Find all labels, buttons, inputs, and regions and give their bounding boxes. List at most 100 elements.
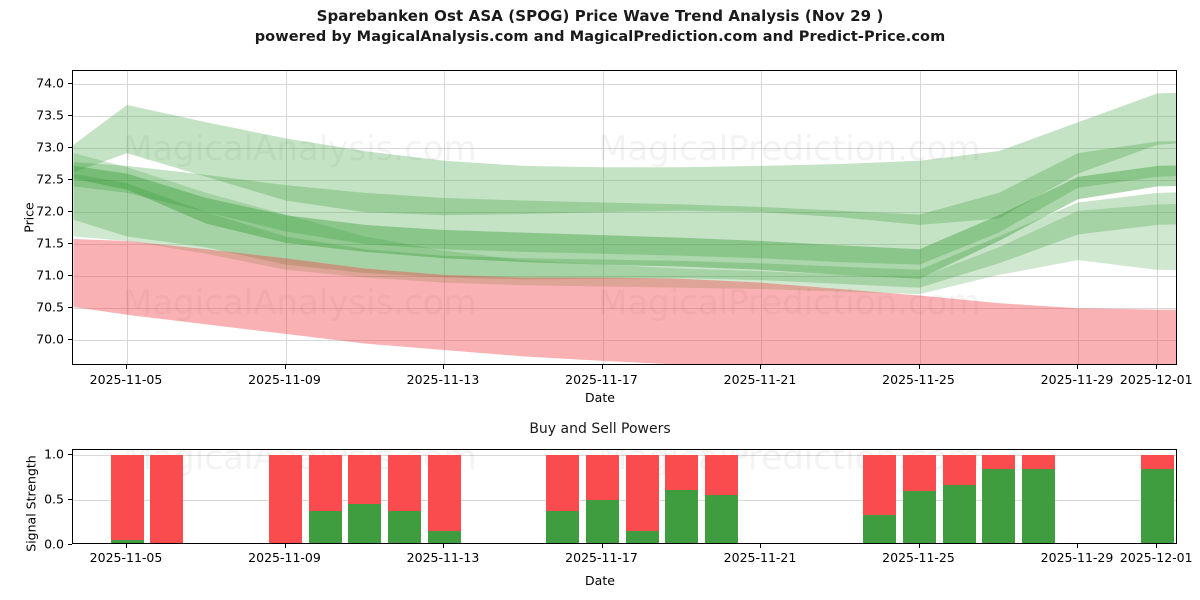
gridline-horizontal bbox=[73, 244, 1176, 246]
y-tick-label: 74.0 bbox=[36, 75, 64, 91]
signal-bar bbox=[942, 454, 976, 543]
sell-power-segment bbox=[942, 454, 976, 486]
buy-sell-powers-x-axis-label: Date bbox=[585, 573, 615, 588]
y-tick-mark bbox=[68, 307, 72, 309]
y-tick-mark bbox=[68, 146, 72, 148]
price-wave-y-axis-label: Price bbox=[21, 202, 37, 233]
sell-power-segment bbox=[665, 454, 699, 490]
signal-bar bbox=[546, 454, 580, 543]
price-wave-bands bbox=[73, 92, 1176, 364]
buy-sell-powers-title: Buy and Sell Powers bbox=[529, 421, 671, 437]
gridline-horizontal bbox=[73, 115, 1176, 117]
y-tick-label: 72.5 bbox=[36, 171, 64, 187]
sell-power-segment bbox=[863, 454, 897, 516]
y-tick-mark bbox=[68, 82, 72, 84]
y-tick-label: 0.0 bbox=[44, 536, 64, 552]
x-tick-mark bbox=[284, 365, 286, 369]
x-tick-label: 2025-11-17 bbox=[565, 550, 638, 565]
x-tick-mark bbox=[601, 365, 603, 369]
x-tick-label: 2025-11-21 bbox=[723, 372, 797, 387]
y-tick-mark bbox=[68, 179, 72, 181]
green-band-upper-mid bbox=[73, 141, 1176, 265]
signal-bar bbox=[308, 454, 342, 543]
y-tick-mark bbox=[68, 114, 72, 116]
gridline-horizontal bbox=[73, 212, 1176, 214]
signal-bar bbox=[1140, 454, 1174, 543]
signal-bar bbox=[625, 454, 659, 543]
y-tick-label: 72.0 bbox=[36, 203, 64, 219]
y-tick-label: 0.5 bbox=[44, 491, 64, 507]
green-band-outer-lower bbox=[73, 153, 1176, 295]
x-tick-label: 2025-11-13 bbox=[406, 372, 480, 387]
buy-sell-powers-y-axis-label: Signal Strength bbox=[23, 455, 39, 552]
x-tick-label: 2025-11-25 bbox=[882, 550, 955, 565]
x-tick-mark bbox=[1156, 544, 1158, 548]
buy-power-segment bbox=[387, 510, 421, 543]
x-tick-label: 2025-11-05 bbox=[89, 550, 163, 565]
page-title: Sparebanken Ost ASA (SPOG) Price Wave Tr… bbox=[316, 7, 884, 25]
gridline-horizontal bbox=[73, 147, 1176, 149]
y-tick-mark bbox=[68, 544, 72, 545]
gridline-vertical bbox=[761, 71, 762, 364]
x-tick-mark bbox=[443, 365, 444, 369]
buy-power-segment bbox=[348, 504, 382, 543]
buy-power-segment bbox=[1140, 469, 1174, 543]
gridline-vertical bbox=[1157, 71, 1159, 364]
y-tick-label: 70.5 bbox=[36, 299, 64, 315]
sell-power-segment bbox=[387, 454, 421, 511]
gridline-vertical bbox=[602, 71, 604, 364]
signal-bar bbox=[704, 454, 738, 543]
buy-power-segment bbox=[903, 490, 936, 543]
gridline-vertical bbox=[919, 71, 921, 364]
green-band-lower-mid bbox=[73, 173, 1176, 288]
buy-power-segment bbox=[863, 515, 897, 543]
y-tick-mark bbox=[68, 211, 72, 213]
gridline-vertical bbox=[127, 71, 128, 364]
buy-power-segment bbox=[665, 489, 699, 543]
buy-power-segment bbox=[427, 530, 461, 543]
buy-power-segment bbox=[546, 510, 580, 543]
sell-power-segment bbox=[427, 454, 461, 531]
sell-power-segment bbox=[150, 454, 184, 543]
x-tick-mark bbox=[1077, 365, 1078, 369]
gridline-horizontal bbox=[73, 454, 1176, 456]
y-tick-mark bbox=[68, 453, 72, 455]
price-wave-plot-area: MagicalAnalysis.com MagicalPrediction.co… bbox=[72, 70, 1177, 365]
gridline-horizontal bbox=[73, 499, 1176, 501]
signal-bar bbox=[269, 454, 302, 543]
signal-bar bbox=[982, 454, 1016, 543]
x-tick-label: 2025-11-21 bbox=[723, 550, 797, 565]
sell-power-segment bbox=[1021, 454, 1055, 469]
red-band-support bbox=[73, 239, 1176, 364]
signal-bar bbox=[427, 454, 461, 543]
x-tick-label: 2025-11-29 bbox=[1040, 372, 1114, 387]
x-tick-label: 2025-11-25 bbox=[882, 372, 955, 387]
sell-power-segment bbox=[546, 454, 580, 511]
y-tick-label: 70.0 bbox=[36, 331, 64, 347]
buy-power-segment bbox=[1021, 469, 1055, 543]
chart-title-block: Sparebanken Ost ASA (SPOG) Price Wave Tr… bbox=[0, 6, 1200, 48]
sell-power-segment bbox=[269, 454, 302, 543]
signal-bar bbox=[387, 454, 421, 543]
sell-power-segment bbox=[586, 454, 619, 500]
sell-power-segment bbox=[625, 454, 659, 531]
y-tick-mark bbox=[68, 275, 72, 277]
sell-power-segment bbox=[308, 454, 342, 511]
y-tick-mark bbox=[68, 339, 72, 341]
buy-power-segment bbox=[625, 530, 659, 543]
y-tick-label: 73.5 bbox=[36, 107, 64, 123]
x-tick-mark bbox=[760, 544, 761, 548]
x-tick-mark bbox=[126, 544, 127, 548]
gridline-horizontal bbox=[73, 276, 1176, 278]
gridline-horizontal bbox=[73, 180, 1176, 182]
buy-power-segment bbox=[982, 469, 1016, 543]
signal-bar bbox=[348, 454, 382, 543]
buy-power-segment bbox=[308, 510, 342, 543]
x-tick-mark bbox=[126, 365, 127, 369]
x-tick-mark bbox=[918, 544, 920, 548]
x-tick-label: 2025-11-09 bbox=[248, 372, 321, 387]
buy-power-segment bbox=[704, 495, 738, 543]
y-tick-label: 73.0 bbox=[36, 139, 64, 155]
x-tick-label: 2025-12-01 bbox=[1119, 550, 1193, 565]
sell-power-segment bbox=[903, 454, 936, 491]
